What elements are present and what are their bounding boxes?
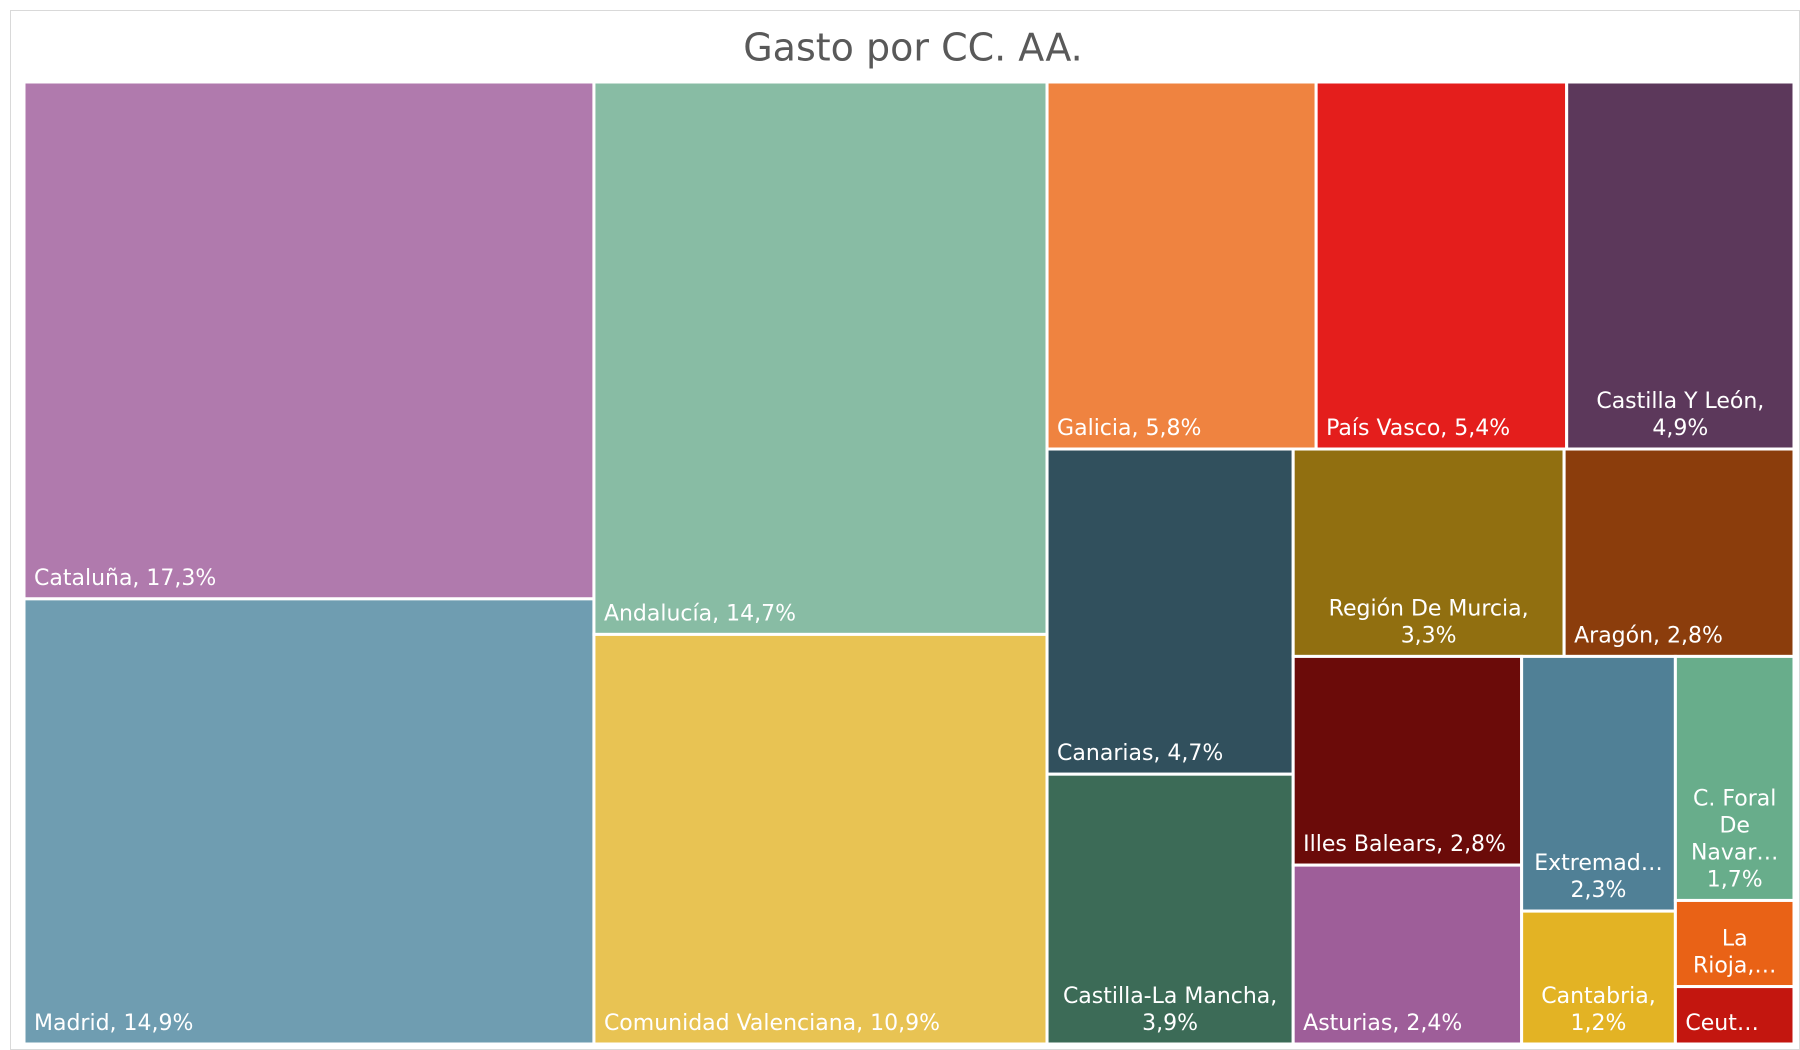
treemap-cell: [592, 80, 1049, 636]
data-label: C. Foral De Navar… 1,7%: [1691, 786, 1778, 892]
data-label: Cantabria, 1,2%: [1541, 984, 1656, 1036]
treemap-cell: [1562, 447, 1796, 658]
chart-title: Gasto por CC. AA.: [743, 26, 1083, 70]
data-label: Illes Balears, 2,8%: [1303, 832, 1506, 857]
data-label: País Vasco, 5,4%: [1326, 416, 1510, 441]
treemap-cell: [1314, 80, 1569, 451]
data-label: Cataluña, 17,3%: [34, 566, 216, 591]
treemap-cell: [1673, 654, 1796, 902]
treemap-cell: [1291, 654, 1524, 867]
data-label: Aragón, 2,8%: [1574, 623, 1723, 648]
treemap-cell: [1520, 909, 1677, 1046]
data-label: Comunidad Valenciana, 10,9%: [604, 1011, 940, 1036]
treemap-cell: [22, 80, 596, 601]
data-label: Canarias, 4,7%: [1057, 741, 1223, 766]
treemap-cell: [1045, 447, 1295, 776]
treemap-cell: [22, 597, 596, 1046]
treemap-cell: [1673, 898, 1796, 989]
data-label: La Rioja,…: [1693, 927, 1776, 979]
data-label: Región De Murcia, 3,3%: [1329, 596, 1529, 648]
data-label: Extremad… 2,3%: [1534, 851, 1663, 903]
treemap-cell: [592, 632, 1049, 1046]
data-label: Castilla Y León, 4,9%: [1596, 389, 1764, 441]
data-label: Ceut…: [1685, 1011, 1758, 1036]
treemap-cell: [1045, 80, 1318, 451]
treemap-cell: [1565, 80, 1796, 451]
data-label: Galicia, 5,8%: [1057, 416, 1201, 441]
treemap-cell: [1673, 985, 1796, 1046]
treemap-cell: [1291, 447, 1566, 658]
data-label: Castilla-La Mancha, 3,9%: [1063, 984, 1277, 1036]
treemap-cell: [1520, 654, 1677, 913]
data-label: Andalucía, 14,7%: [604, 601, 796, 626]
data-label: Asturias, 2,4%: [1303, 1011, 1462, 1036]
data-label: Madrid, 14,9%: [34, 1011, 193, 1036]
